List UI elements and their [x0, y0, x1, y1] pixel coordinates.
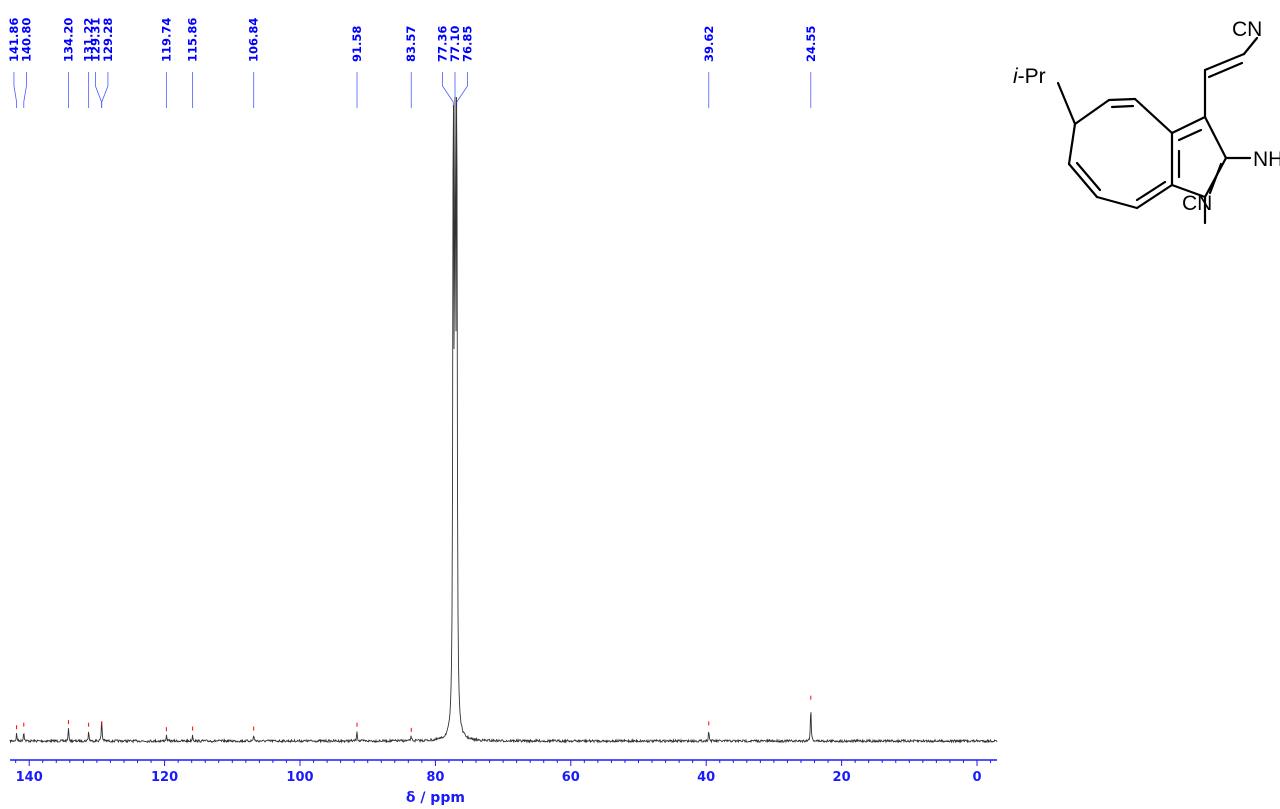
x-tick-label: 0	[972, 770, 981, 785]
peak-label: 129.28	[101, 18, 115, 62]
peak-label: 131.22	[82, 18, 96, 62]
cn-bottom-label: CN	[1182, 192, 1212, 215]
bond	[1095, 195, 1139, 210]
peak-labels: 156.98152.89145.70141.86140.80134.20131.…	[7, 18, 818, 62]
peak-label: 129.31	[88, 18, 102, 62]
bond	[1067, 122, 1077, 166]
x-axis: 140 120 100 80 60 40 20 0	[10, 759, 997, 785]
bond	[1073, 98, 1111, 126]
peak-label: 140.80	[19, 18, 33, 62]
bond	[1170, 183, 1207, 199]
spectrum-line	[9, 96, 998, 744]
x-tick-label: 60	[562, 770, 580, 785]
peak-label: 91.58	[350, 26, 364, 62]
bond	[1203, 52, 1246, 72]
bond	[1170, 115, 1207, 135]
x-tick-label: 140	[16, 770, 43, 785]
bond	[1242, 36, 1259, 56]
x-tick-label: 40	[697, 770, 715, 785]
x-tick-label: 20	[833, 770, 851, 785]
nh2-label: NH2	[1253, 148, 1280, 175]
bond	[1135, 180, 1167, 202]
peak-label: 77.10	[448, 26, 462, 62]
x-axis-title: δ / ppm	[406, 790, 465, 806]
peak-label: 106.84	[247, 18, 261, 62]
bond	[1135, 183, 1174, 210]
bond	[1075, 161, 1102, 192]
bond	[1056, 81, 1077, 126]
peak-connector	[13, 72, 18, 108]
peak-label: 115.86	[186, 18, 200, 62]
peak-connector	[95, 72, 102, 108]
x-tick-label: 120	[151, 770, 178, 785]
peak-connector	[101, 72, 109, 108]
x-tick-label: 100	[286, 770, 313, 785]
bond	[1203, 115, 1228, 160]
peak-label: 119.74	[159, 18, 173, 62]
spectrum-trace	[9, 96, 998, 744]
bond	[1107, 97, 1137, 102]
bond	[1207, 61, 1244, 79]
peak-connector	[442, 72, 454, 108]
x-tick-label: 80	[426, 770, 444, 785]
bond	[1067, 162, 1099, 199]
peak-label: 83.57	[404, 26, 418, 62]
cn-top-label: CN	[1232, 18, 1262, 41]
peak-connector	[456, 72, 468, 108]
peak-marks	[16, 695, 812, 732]
bond	[1110, 104, 1135, 109]
peak-label: 141.86	[7, 18, 21, 62]
ipr-label: i-Pr	[1013, 65, 1046, 88]
bond	[1177, 128, 1203, 142]
peak-label: 76.85	[461, 26, 475, 62]
peak-label: 77.36	[436, 26, 450, 62]
bond	[1208, 162, 1223, 195]
peak-connector	[23, 72, 27, 108]
peak-label: 24.55	[804, 26, 818, 62]
peak-label: 39.62	[702, 26, 716, 62]
peak-label-connectors	[13, 72, 812, 108]
molecule-structure: i-Pr CN NH2 CN	[1013, 18, 1280, 225]
bond	[1133, 97, 1174, 135]
peak-label: 134.20	[61, 18, 75, 62]
